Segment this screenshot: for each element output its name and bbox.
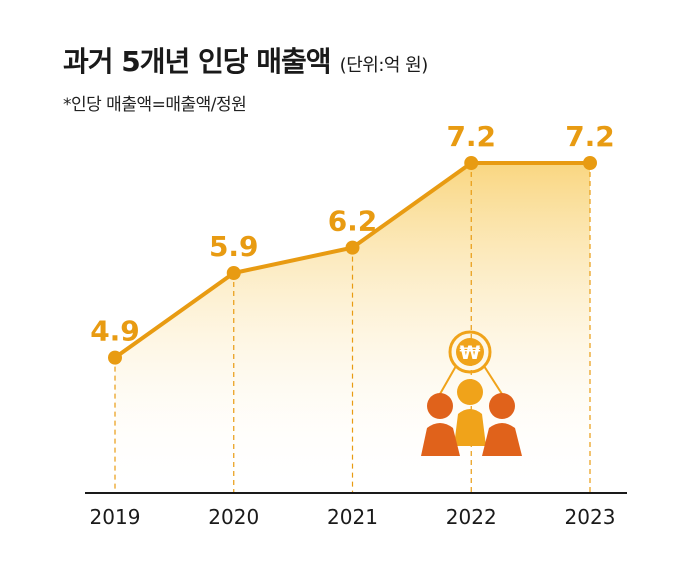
chart-title-block: 과거 5개년 인당 매출액 (단위:억 원) <box>63 40 428 80</box>
person-left-body <box>421 423 460 456</box>
data-label: 4.9 <box>90 315 140 348</box>
x-tick-label: 2021 <box>327 505 378 529</box>
data-label: 7.2 <box>565 120 615 153</box>
data-label: 5.9 <box>209 230 259 263</box>
x-tick-label: 2023 <box>565 505 616 529</box>
person-center-body <box>454 409 486 446</box>
data-point <box>108 350 122 365</box>
person-left-head <box>427 393 453 419</box>
data-label: 7.2 <box>446 120 496 153</box>
data-point <box>464 156 479 170</box>
chart-title: 과거 5개년 인당 매출액 <box>63 45 332 78</box>
won-coin-icon <box>448 330 492 374</box>
won-symbol: ₩ <box>460 342 481 364</box>
data-point <box>583 156 597 170</box>
data-label: 6.2 <box>328 205 378 238</box>
person-right-body <box>482 423 522 456</box>
x-tick-label: 2019 <box>90 505 141 529</box>
data-point <box>226 266 241 280</box>
data-point <box>345 240 360 255</box>
person-center-head <box>457 379 483 405</box>
chart-unit: (단위:억 원) <box>339 55 429 76</box>
connector-line <box>439 365 457 395</box>
won-coin-center <box>456 338 484 366</box>
x-tick-label: 2022 <box>446 505 497 529</box>
chart-note: *인당 매출액=매출액/정원 <box>63 95 247 115</box>
people-with-won-coin-icon: ₩ <box>421 330 522 456</box>
connector-line <box>483 365 503 395</box>
x-tick-label: 2020 <box>208 505 259 529</box>
person-right-head <box>489 393 515 419</box>
